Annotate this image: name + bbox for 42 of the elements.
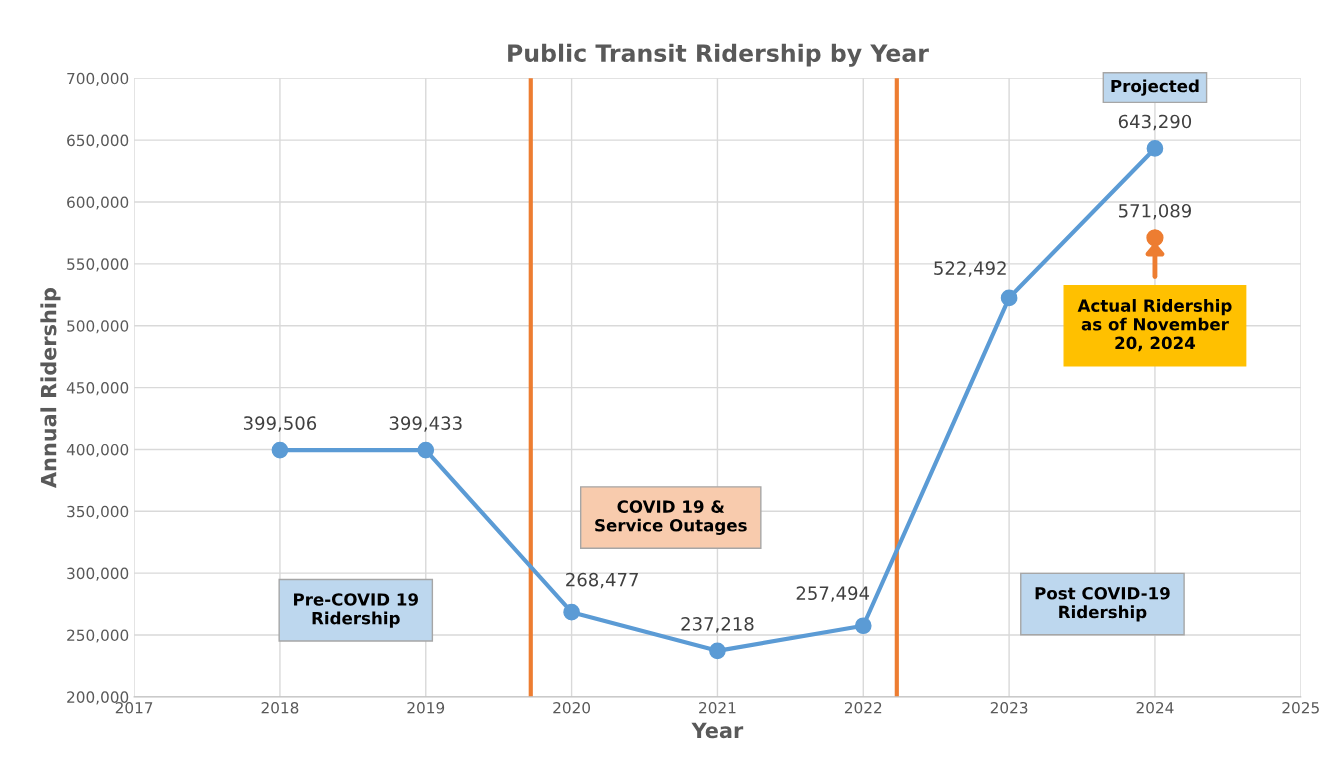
y-tick-label: 450,000 — [66, 382, 129, 396]
annotation: Post COVID-19 Ridership — [1035, 586, 1170, 622]
data-label: 237,218 — [681, 617, 754, 633]
point — [709, 642, 726, 660]
x-tick-label: 2020 — [553, 702, 591, 714]
data-label: 399,433 — [389, 416, 462, 432]
point — [271, 441, 289, 459]
point — [417, 441, 435, 459]
x-tick-label: 2019 — [407, 702, 445, 714]
y-axis-title: Annual Ridership — [40, 288, 61, 488]
point — [1000, 289, 1018, 307]
annotation: Pre-COVID 19 Ridership — [294, 593, 418, 628]
y-tick-label: 250,000 — [67, 629, 129, 643]
data-label: 268,477 — [566, 572, 638, 589]
y-tick-label: 600,000 — [67, 196, 129, 210]
x-axis-title: Year — [691, 722, 744, 739]
annotation: Projected — [1111, 79, 1199, 96]
y-tick-label: 650,000 — [67, 134, 129, 148]
y-tick-label: 500,000 — [67, 320, 129, 334]
y-tick-label: 400,000 — [66, 443, 129, 458]
y-tick-label: 700,000 — [67, 72, 129, 86]
annotation: COVID 19 & Service Outages — [595, 500, 747, 535]
data-label: 571,089 — [1119, 203, 1191, 220]
y-tick-label: 300,000 — [67, 567, 129, 581]
y-tick-label: 350,000 — [67, 505, 129, 519]
point — [854, 617, 872, 635]
data-label: 522,492 — [934, 261, 1006, 277]
x-tick-label: 2022 — [844, 702, 882, 714]
x-tick-label: 2025 — [1282, 702, 1319, 714]
data-label: 399,506 — [243, 416, 317, 432]
point — [563, 603, 580, 621]
point — [1146, 229, 1164, 247]
chart-title: Public Transit Ridership by Year — [508, 43, 929, 67]
x-tick-label: 2021 — [699, 702, 736, 714]
data-label: 257,494 — [796, 586, 870, 602]
point — [1146, 140, 1164, 157]
x-tick-label: 2023 — [990, 702, 1028, 714]
annotation: Actual Ridership as of November 20, 2024 — [1077, 299, 1232, 352]
y-tick-label: 550,000 — [67, 258, 129, 272]
x-tick-label: 2024 — [1136, 702, 1174, 714]
data-label: 643,290 — [1118, 114, 1192, 131]
x-tick-label: 2018 — [261, 702, 299, 714]
